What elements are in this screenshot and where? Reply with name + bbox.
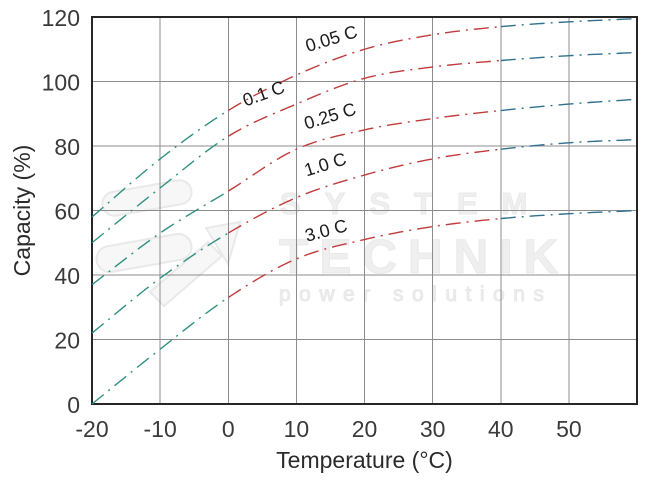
curve-label-0.25c: 0.25 C: [302, 99, 359, 134]
watermark-brand-line1: SYSTEM: [279, 186, 552, 222]
curve-0.05c-mild: [227, 25, 501, 112]
x-tick-label: 10: [284, 416, 310, 442]
curve-3.0c-warm: [500, 209, 638, 220]
y-tick-label: 100: [42, 70, 80, 96]
y-tick-label: 80: [54, 134, 80, 160]
curve-0.1c-mild: [227, 59, 501, 137]
curve-label-3.0c: 3.0 C: [303, 215, 350, 245]
curve-1.0c-warm: [500, 138, 638, 150]
curve-0.05c-warm: [500, 17, 638, 28]
curve-3.0c-mild: [227, 217, 501, 299]
y-tick-label: 20: [54, 328, 80, 354]
curve-3.0c-cold: [91, 296, 229, 405]
x-tick-label: 20: [352, 416, 378, 442]
y-tick-label: 120: [42, 5, 80, 31]
x-tick-label: -10: [144, 416, 177, 442]
curve-0.1c-warm: [500, 51, 638, 62]
curve-0.05c-cold: [91, 109, 229, 218]
y-tick-label: 40: [54, 263, 80, 289]
x-tick-label: 40: [488, 416, 514, 442]
watermark-tagline: power solutions: [278, 283, 553, 307]
x-tick-label: 30: [420, 416, 446, 442]
x-tick-label: -20: [75, 416, 108, 442]
x-tick-label: 50: [556, 416, 582, 442]
x-axis-title: Temperature (°C): [276, 447, 453, 473]
curve-0.1c-cold: [91, 135, 229, 244]
y-axis-title: Capacity (%): [9, 145, 35, 277]
curve-0.25c-warm: [500, 98, 638, 112]
y-tick-label: 0: [67, 392, 80, 418]
curve-1.0c-cold: [91, 232, 229, 334]
curve-label-0.05c: 0.05 C: [303, 21, 360, 56]
y-tick-label: 60: [54, 199, 80, 225]
curve-1.0c-mild: [227, 148, 501, 234]
curve-0.25c-mild: [227, 109, 501, 192]
curve-label-1.0c: 1.0 C: [302, 149, 349, 181]
x-tick-label: 0: [222, 416, 235, 442]
plot-border: [91, 16, 638, 405]
